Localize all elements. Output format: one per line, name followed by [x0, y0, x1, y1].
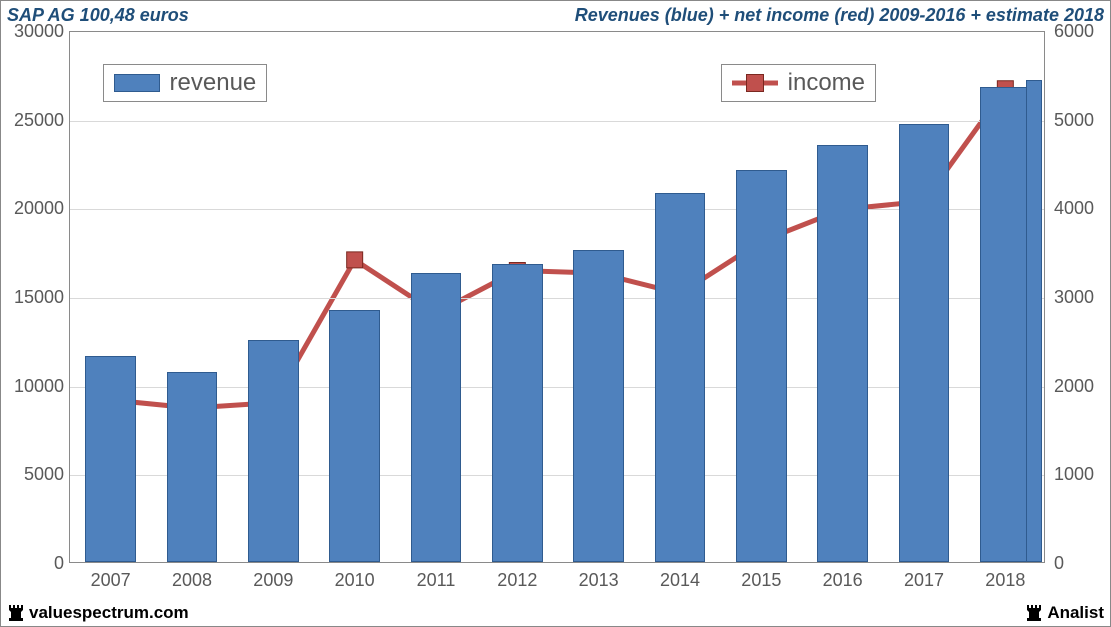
bar [85, 356, 135, 562]
bar [817, 145, 867, 562]
legend-swatch-line [732, 74, 778, 92]
footer-right: Analist [1025, 603, 1104, 623]
rook-icon [7, 603, 25, 623]
y-left-tick-label: 0 [8, 553, 64, 574]
plot-area: 0500010000150002000025000300000100020003… [69, 31, 1045, 563]
bar [492, 264, 542, 562]
rook-icon [1025, 603, 1043, 623]
bar [573, 250, 623, 562]
x-tick-label: 2011 [417, 570, 456, 591]
x-tick-label: 2015 [741, 570, 781, 591]
footer-left: valuespectrum.com [7, 603, 189, 623]
bar [736, 170, 786, 562]
y-right-tick-label: 3000 [1054, 287, 1094, 308]
bar [167, 372, 217, 562]
y-right-tick-label: 5000 [1054, 110, 1094, 131]
y-left-tick-label: 15000 [8, 287, 64, 308]
y-left-tick-label: 25000 [8, 110, 64, 131]
bar [655, 193, 705, 562]
y-right-tick-label: 6000 [1054, 21, 1094, 42]
y-right-tick-label: 1000 [1054, 464, 1094, 485]
x-tick-label: 2014 [660, 570, 700, 591]
y-left-tick-label: 20000 [8, 198, 64, 219]
y-right-tick-label: 4000 [1054, 198, 1094, 219]
title-bar: SAP AG 100,48 euros Revenues (blue) + ne… [1, 1, 1110, 29]
y-left-tick-label: 10000 [8, 376, 64, 397]
y-right-tick-label: 2000 [1054, 376, 1094, 397]
x-tick-label: 2009 [253, 570, 293, 591]
chart-container: SAP AG 100,48 euros Revenues (blue) + ne… [0, 0, 1111, 627]
y-left-tick-label: 5000 [8, 464, 64, 485]
bar [411, 273, 461, 562]
x-tick-label: 2013 [579, 570, 619, 591]
bar [248, 340, 298, 562]
x-tick-label: 2017 [904, 570, 944, 591]
x-tick-label: 2007 [91, 570, 131, 591]
title-right: Revenues (blue) + net income (red) 2009-… [575, 5, 1104, 26]
footer-left-text: valuespectrum.com [29, 603, 189, 623]
legend-income-label: income [788, 69, 865, 97]
bar-overlay [1026, 80, 1042, 562]
legend-revenue: revenue [103, 64, 268, 102]
legend-revenue-label: revenue [170, 69, 257, 97]
footer: valuespectrum.com Analist [1, 600, 1110, 626]
line-marker [347, 252, 363, 268]
x-tick-label: 2010 [335, 570, 375, 591]
footer-right-text: Analist [1047, 603, 1104, 623]
bar [329, 310, 379, 562]
bar [899, 124, 949, 562]
x-tick-label: 2016 [823, 570, 863, 591]
y-left-tick-label: 30000 [8, 21, 64, 42]
line-path [111, 89, 1006, 408]
x-tick-label: 2012 [497, 570, 537, 591]
x-tick-label: 2018 [985, 570, 1025, 591]
y-right-tick-label: 0 [1054, 553, 1064, 574]
legend-income: income [721, 64, 876, 102]
legend-swatch-bar [114, 74, 160, 92]
x-tick-label: 2008 [172, 570, 212, 591]
bar [980, 87, 1030, 562]
gridline [70, 121, 1044, 122]
